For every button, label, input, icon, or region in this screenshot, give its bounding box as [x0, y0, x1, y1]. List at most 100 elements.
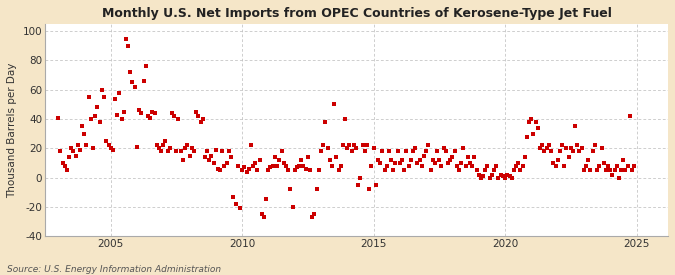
Point [438, 146, 449, 150]
Point [519, 155, 530, 159]
Point [432, 149, 443, 153]
Point [596, 146, 607, 150]
Point [452, 164, 462, 168]
Point [55, 149, 65, 153]
Point [105, 146, 116, 150]
Point [441, 149, 452, 153]
Point [125, 70, 136, 74]
Point [500, 175, 510, 180]
Point [614, 175, 624, 180]
Point [298, 164, 308, 168]
Point [151, 143, 162, 147]
Point [142, 114, 153, 118]
Point [526, 117, 537, 121]
Point [594, 164, 605, 168]
Point [283, 168, 294, 172]
Point [607, 172, 618, 177]
Point [511, 164, 522, 168]
Point [95, 120, 105, 124]
Point [502, 172, 512, 177]
Point [309, 212, 320, 216]
Point [497, 174, 508, 178]
Point [110, 96, 121, 101]
Point [491, 164, 502, 168]
Point [116, 117, 127, 121]
Point [158, 143, 169, 147]
Point [90, 114, 101, 118]
Point [545, 149, 556, 153]
Point [118, 109, 129, 114]
Point [454, 168, 464, 172]
Point [65, 146, 76, 150]
Text: Source: U.S. Energy Information Administration: Source: U.S. Energy Information Administ… [7, 265, 221, 274]
Point [406, 158, 416, 162]
Point [243, 167, 254, 171]
Point [81, 143, 92, 147]
Point [473, 172, 484, 177]
Point [626, 168, 637, 172]
Point [600, 168, 611, 172]
Point [467, 164, 478, 168]
Point [160, 139, 171, 143]
Point [522, 134, 533, 139]
Point [153, 146, 164, 150]
Point [173, 117, 184, 121]
Point [300, 167, 311, 171]
Point [394, 161, 405, 165]
Point [191, 109, 202, 114]
Point [144, 115, 155, 120]
Point [566, 146, 576, 150]
Point [320, 120, 331, 124]
Point [513, 161, 524, 165]
Point [373, 158, 383, 162]
Point [493, 175, 504, 180]
Point [261, 197, 272, 202]
Point [211, 147, 221, 152]
Point [199, 155, 210, 159]
Point [381, 164, 392, 168]
Point [539, 149, 550, 153]
Point [296, 158, 306, 162]
Point [285, 187, 296, 191]
Title: Monthly U.S. Net Imports from OPEC Countries of Kerosene-Type Jet Fuel: Monthly U.S. Net Imports from OPEC Count… [101, 7, 612, 20]
Point [610, 168, 620, 172]
Point [578, 168, 589, 172]
Point [61, 168, 72, 172]
Point [68, 149, 79, 153]
Point [445, 158, 456, 162]
Point [134, 108, 144, 112]
Point [570, 124, 580, 128]
Point [197, 117, 208, 121]
Point [204, 158, 215, 162]
Point [515, 168, 526, 172]
Point [338, 143, 348, 147]
Point [487, 172, 497, 177]
Point [84, 95, 95, 99]
Point [278, 161, 289, 165]
Point [188, 149, 199, 153]
Point [550, 164, 561, 168]
Point [167, 111, 178, 115]
Point [237, 168, 248, 172]
Point [114, 90, 125, 95]
Point [327, 164, 338, 168]
Point [605, 168, 616, 172]
Point [375, 161, 385, 165]
Point [612, 164, 622, 168]
Point [269, 155, 280, 159]
Point [410, 146, 421, 150]
Point [364, 187, 375, 191]
Point [458, 146, 469, 150]
Point [554, 149, 565, 153]
Point [276, 149, 287, 153]
Point [429, 161, 440, 165]
Point [557, 143, 568, 147]
Point [246, 143, 256, 147]
Point [517, 164, 528, 168]
Point [324, 158, 335, 162]
Point [531, 120, 541, 124]
Point [447, 155, 458, 159]
Point [561, 146, 572, 150]
Point [313, 168, 324, 172]
Point [421, 149, 431, 153]
